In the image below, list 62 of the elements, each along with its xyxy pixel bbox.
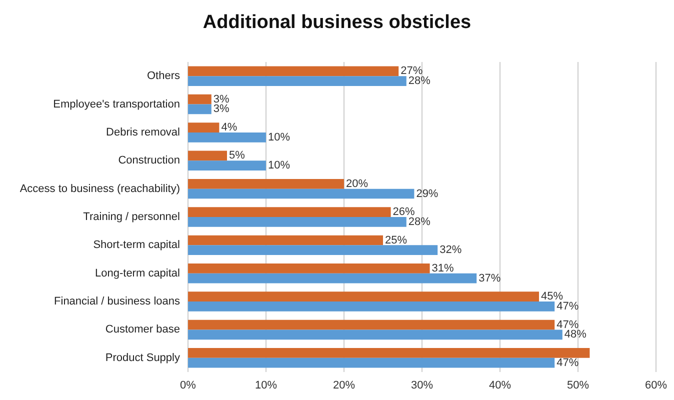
- data-label: 25%: [385, 234, 408, 246]
- bar: [188, 104, 212, 114]
- y-tick-label: Construction: [118, 154, 180, 167]
- y-tick-label: Training / personnel: [83, 211, 180, 223]
- y-tick-label: Others: [146, 70, 180, 82]
- data-label: 4%: [221, 122, 238, 134]
- data-label: 28%: [408, 75, 431, 88]
- x-tick-label: 10%: [254, 380, 278, 392]
- bar: [188, 235, 383, 246]
- bar: [188, 330, 562, 340]
- y-tick-label: Long-term capital: [95, 267, 180, 280]
- data-label: 3%: [213, 93, 230, 106]
- data-label: 48%: [564, 328, 587, 341]
- bar: [188, 178, 344, 189]
- bar: [188, 302, 555, 312]
- bar: [188, 245, 438, 256]
- x-tick-label: 30%: [410, 380, 434, 392]
- bar: [188, 348, 590, 358]
- data-label: 28%: [408, 216, 431, 228]
- x-tick-label: 60%: [644, 380, 668, 392]
- y-tick-label: Customer base: [105, 324, 180, 336]
- y-tick-label: Access to business (reachability): [20, 182, 180, 195]
- bar: [188, 132, 266, 142]
- data-label: 47%: [556, 356, 579, 369]
- bar: [188, 66, 399, 76]
- data-label: 45%: [541, 290, 564, 303]
- bar: [188, 188, 414, 199]
- data-label: 27%: [400, 65, 423, 78]
- data-label: 37%: [478, 272, 501, 284]
- bar: [188, 160, 266, 170]
- data-label: 32%: [440, 244, 462, 256]
- data-label: 20%: [346, 178, 368, 190]
- y-tick-label: Employee's transportation: [53, 98, 180, 110]
- y-tick-label: Product Supply: [105, 352, 180, 364]
- data-label: 47%: [556, 318, 579, 331]
- bar: [188, 122, 220, 132]
- data-label: 3%: [213, 103, 230, 116]
- bar: [188, 264, 430, 274]
- y-tick-label: Financial / business loans: [54, 296, 180, 308]
- x-tick-label: 40%: [488, 380, 512, 392]
- data-label: 29%: [416, 188, 438, 200]
- bar: [188, 320, 555, 330]
- bar: [188, 273, 477, 284]
- bar: [188, 358, 555, 368]
- x-tick-label: 50%: [566, 380, 590, 392]
- bar: [188, 76, 406, 86]
- y-tick-label: Debris removal: [106, 126, 180, 138]
- x-tick-label: 0%: [180, 380, 196, 392]
- data-label: 31%: [432, 262, 454, 274]
- data-label: 5%: [229, 150, 246, 162]
- y-tick-label: Short-term capital: [93, 239, 180, 252]
- chart-title: Additional business obsticles: [202, 12, 472, 33]
- bar: [188, 94, 212, 104]
- bar: [188, 292, 539, 302]
- data-label: 47%: [556, 300, 579, 312]
- bar: [188, 207, 391, 217]
- bar: [188, 150, 227, 161]
- data-label: 10%: [268, 131, 290, 144]
- data-label: 10%: [268, 160, 290, 172]
- x-tick-label: 20%: [332, 380, 356, 392]
- data-label: 26%: [392, 206, 416, 218]
- bar: [188, 217, 406, 227]
